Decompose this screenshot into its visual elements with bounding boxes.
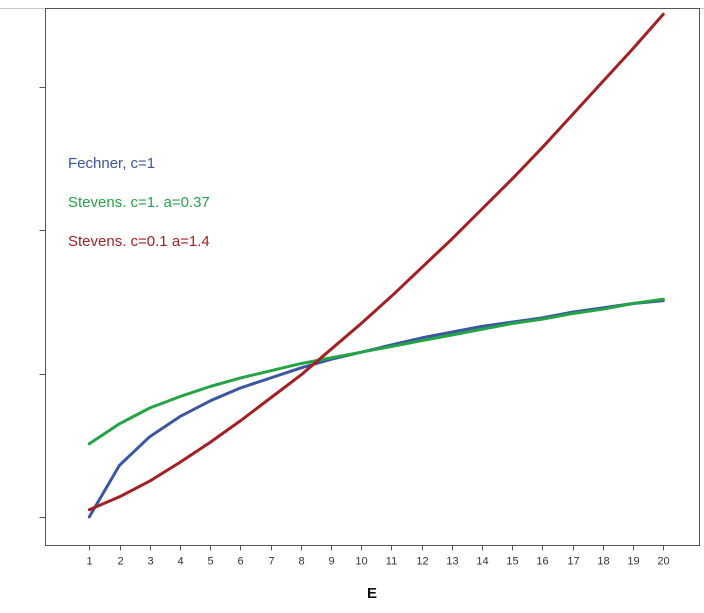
- series-line-stevens-a037: [87, 297, 665, 446]
- x-tick-label-14: 15: [506, 556, 518, 568]
- x-tick-label-15: 16: [536, 556, 548, 568]
- x-tick-label-8: 9: [328, 556, 334, 568]
- x-tick-label-18: 19: [627, 556, 639, 568]
- x-tick-label-6: 7: [268, 556, 274, 568]
- plot-frame: [45, 8, 700, 546]
- x-tick-label-9: 10: [355, 556, 367, 568]
- series-line-stevens-a14: [87, 12, 665, 512]
- x-tick-label-12: 13: [446, 556, 458, 568]
- x-tick-label-10: 11: [386, 556, 397, 568]
- legend-entry-fechner: Fechner, c=1: [68, 155, 155, 172]
- x-tick-label-11: 12: [416, 556, 428, 568]
- legend-entry-stevens-a14: Stevens. c=0.1 a=1.4: [68, 233, 210, 250]
- x-axis-title: E: [367, 585, 377, 602]
- x-tick-label-2: 3: [147, 556, 153, 568]
- x-tick-label-4: 5: [207, 556, 213, 568]
- x-tick-label-17: 18: [597, 556, 609, 568]
- x-axis-ticks: [89, 545, 664, 551]
- x-tick-label-5: 6: [237, 556, 243, 568]
- x-tick-label-16: 17: [567, 556, 579, 568]
- x-tick-label-19: 20: [657, 556, 669, 568]
- x-tick-label-3: 4: [177, 556, 183, 568]
- x-axis-tick-labels: 1 2 3 4 5 6 7 8 9 10 11 12 13 14 15 16 17 18 19 20: [86, 556, 669, 568]
- legend-entry-stevens-a037: Stevens. c=1. a=0.37: [68, 194, 210, 211]
- legend: Fechner, c=1 Stevens. c=1. a=0.37 Steven…: [68, 155, 210, 250]
- x-tick-label-7: 8: [298, 556, 304, 568]
- series-lines: [87, 12, 665, 519]
- x-tick-label-13: 14: [476, 556, 488, 568]
- x-tick-label-1: 2: [117, 556, 123, 568]
- x-tick-label-0: 1: [86, 556, 92, 568]
- y-axis-ticks: [39, 87, 46, 518]
